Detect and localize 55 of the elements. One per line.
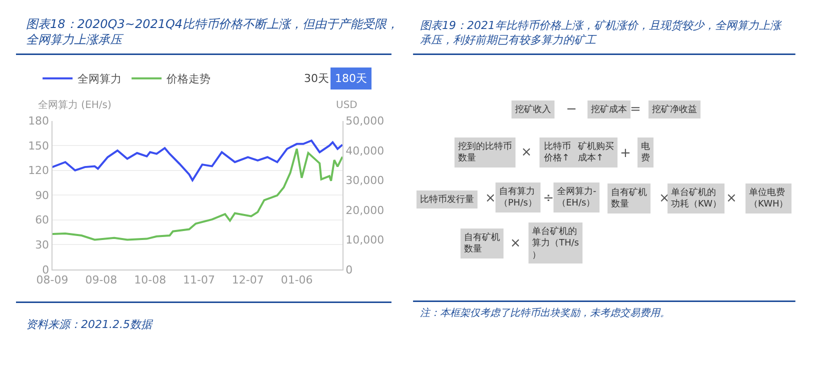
- text: 单台矿机的功耗（KW）: [671, 187, 722, 210]
- text: 图表19：2021年比特币价格上涨，矿机涨价，且现货较少，全网算力上涨承压，利好前期已有较多算力的矿工: [420, 19, 782, 46]
- y2-axis-title: USD: [336, 100, 358, 111]
- y2-tick-label: 30,000: [346, 174, 384, 188]
- text: 自有算力（PH/s）: [499, 186, 537, 209]
- text: =: [630, 102, 641, 117]
- y-tick-label: 0: [42, 263, 50, 276]
- text: 注：本框架仅考虑了比特币出块奖励，未考虑交易费用。: [420, 307, 670, 319]
- legend-label: 价格走势: [166, 72, 211, 86]
- text: ×: [521, 145, 532, 160]
- y-tick-label: 90: [35, 188, 50, 202]
- text: ×: [485, 191, 496, 206]
- y-tick-label: 60: [35, 214, 50, 227]
- text: 挖矿成本: [591, 104, 627, 115]
- x-tick-label: 12-07: [232, 274, 264, 287]
- y-axis-title: 全网算力 (EH/s): [38, 99, 112, 111]
- text: 全网算力-（EH/s）: [557, 186, 596, 209]
- text: 挖矿净收益: [652, 104, 697, 115]
- y-tick-label: 150: [28, 139, 50, 152]
- text: ×: [510, 236, 521, 251]
- line-series: [52, 140, 342, 182]
- text: −: [566, 102, 577, 117]
- text: 单位电费（KWH）: [749, 187, 788, 210]
- text: 180天: [335, 72, 367, 85]
- text: 自有矿机数量: [611, 187, 647, 210]
- y2-tick-label: 20,000: [346, 204, 384, 217]
- y-tick-label: 30: [35, 238, 50, 252]
- text: 单台矿机的算力（TH/s）: [532, 226, 580, 260]
- text: +: [620, 146, 631, 161]
- chart-title: 图表18：2020Q3~2021Q4比特币价格不断上涨，但由于产能受限，全网算力上涨承压: [26, 17, 399, 47]
- text: 矿机购买成本↑: [577, 141, 614, 164]
- y-tick-label: 180: [28, 114, 50, 128]
- text: ÷: [543, 191, 554, 206]
- text: 比特币价格↑: [543, 141, 571, 164]
- x-tick-label: 08-09: [36, 274, 68, 287]
- line-series: [52, 148, 342, 241]
- text: 挖矿收入: [515, 104, 551, 115]
- y2-tick-label: 40,000: [346, 144, 384, 158]
- text: 30天: [304, 72, 329, 85]
- text: 资料来源：2021.2.5数据: [26, 318, 154, 331]
- y2-tick-label: 10,000: [346, 234, 384, 247]
- text: 比特币发行量: [420, 194, 474, 205]
- text: ×: [659, 191, 670, 206]
- text: 挖到的比特币数量: [458, 141, 512, 164]
- x-tick-label: 11-07: [183, 274, 215, 287]
- text: 自有矿机数量: [464, 232, 500, 255]
- text: ×: [726, 191, 737, 206]
- x-tick-label: 10-08: [134, 274, 166, 287]
- y2-tick-label: 50,000: [346, 114, 384, 128]
- y-tick-label: 120: [28, 164, 50, 178]
- x-tick-label: 09-08: [85, 274, 118, 287]
- text: 电费: [641, 141, 650, 164]
- legend-label: 全网算力: [78, 72, 122, 86]
- x-tick-label: 01-06: [280, 274, 313, 287]
- y2-tick-label: 0: [346, 263, 353, 276]
